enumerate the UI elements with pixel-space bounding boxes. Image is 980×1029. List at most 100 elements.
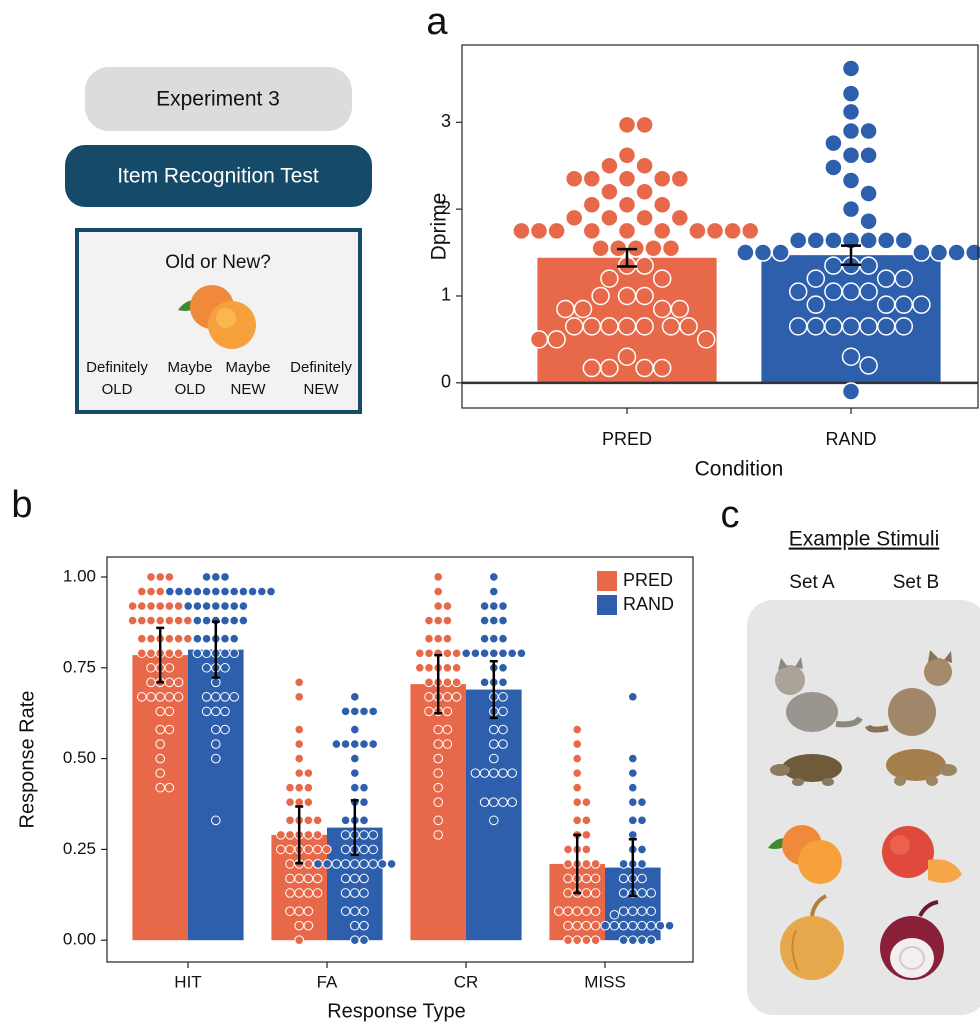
- data-point: [294, 782, 305, 793]
- data-point: [489, 739, 499, 749]
- data-point: [220, 706, 230, 717]
- data-point: [350, 753, 360, 764]
- data-point: [164, 615, 175, 626]
- y-tick-label: 0.25: [63, 839, 96, 858]
- data-point: [591, 286, 610, 306]
- data-point: [572, 920, 583, 931]
- data-point: [670, 299, 690, 319]
- data-point: [164, 724, 175, 735]
- data-point: [841, 59, 861, 78]
- data-point: [238, 601, 249, 611]
- data-point: [183, 615, 193, 626]
- question: Old or New?: [165, 252, 271, 273]
- data-point: [294, 920, 305, 931]
- data-point: [947, 243, 966, 262]
- set-label: Set B: [893, 572, 939, 593]
- data-point: [294, 888, 305, 898]
- data-point: [859, 231, 878, 250]
- data-point: [303, 888, 314, 898]
- error-bar: [841, 244, 861, 266]
- data-point: [312, 873, 323, 884]
- data-point: [859, 212, 878, 231]
- data-point: [652, 221, 672, 241]
- data-point: [529, 221, 549, 241]
- data-point: [155, 739, 165, 749]
- error-bar: [489, 659, 498, 720]
- data-point: [581, 935, 592, 946]
- data-point: [547, 221, 566, 241]
- data-point: [359, 920, 369, 931]
- data-point: [590, 888, 601, 898]
- error-bar: [617, 247, 637, 268]
- data-point: [581, 830, 592, 840]
- data-point: [581, 888, 592, 898]
- data-point: [285, 859, 295, 869]
- data-point: [479, 633, 490, 644]
- data-point: [859, 256, 878, 275]
- data-point: [637, 888, 647, 898]
- data-point: [192, 633, 203, 644]
- data-point: [824, 158, 843, 177]
- data-point: [841, 146, 861, 165]
- data-point: [644, 238, 663, 258]
- legend-label: PRED: [623, 570, 673, 590]
- data-point: [173, 677, 184, 688]
- data-point: [220, 586, 230, 597]
- data-point: [340, 844, 351, 855]
- data-point: [617, 347, 637, 367]
- data-point: [788, 317, 808, 336]
- data-point: [146, 586, 156, 597]
- data-point: [146, 648, 156, 659]
- option-line: Maybe: [225, 359, 270, 376]
- data-point: [201, 662, 212, 673]
- data-point: [806, 295, 826, 314]
- data-point: [572, 753, 583, 764]
- data-point: [563, 906, 573, 916]
- data-point: [424, 706, 434, 717]
- data-point: [489, 572, 499, 582]
- data-point: [433, 724, 444, 735]
- data-point: [137, 586, 147, 597]
- y-tick-label: 0: [441, 372, 451, 392]
- data-point: [127, 601, 138, 611]
- y-tick-label: 1: [441, 285, 451, 305]
- panel-label: b: [11, 484, 32, 526]
- data-point: [350, 692, 360, 702]
- data-point: [238, 615, 249, 626]
- x-tick-label: HIT: [174, 972, 201, 991]
- data-point: [164, 601, 175, 611]
- data-point: [628, 935, 638, 946]
- data-point: [165, 586, 175, 597]
- x-tick-label: FA: [317, 972, 338, 991]
- data-point: [652, 299, 672, 319]
- data-point: [303, 830, 314, 840]
- data-point: [442, 615, 453, 626]
- data-point: [590, 935, 601, 946]
- data-point: [824, 231, 843, 250]
- data-point: [294, 873, 305, 884]
- set-label: Set A: [789, 572, 835, 593]
- y-axis-title: Dprime: [428, 193, 451, 261]
- data-point: [489, 648, 499, 659]
- cat-a: [775, 657, 863, 732]
- data-point: [368, 844, 379, 855]
- data-point: [173, 633, 184, 644]
- data-point: [582, 317, 602, 336]
- data-point: [806, 231, 826, 250]
- data-point: [442, 692, 453, 702]
- data-point: [646, 888, 657, 898]
- data-point: [806, 269, 826, 288]
- data-point: [912, 243, 931, 262]
- data-point: [433, 586, 444, 597]
- data-point: [183, 586, 193, 597]
- data-point: [498, 768, 508, 778]
- data-point: [368, 739, 379, 749]
- data-point: [628, 830, 638, 840]
- data-point: [173, 648, 184, 659]
- data-point: [600, 269, 619, 288]
- y-tick-label: 3: [441, 111, 451, 131]
- data-point: [609, 909, 620, 920]
- data-point: [824, 256, 843, 275]
- data-point: [183, 601, 193, 611]
- option-line: Definitely: [290, 359, 352, 376]
